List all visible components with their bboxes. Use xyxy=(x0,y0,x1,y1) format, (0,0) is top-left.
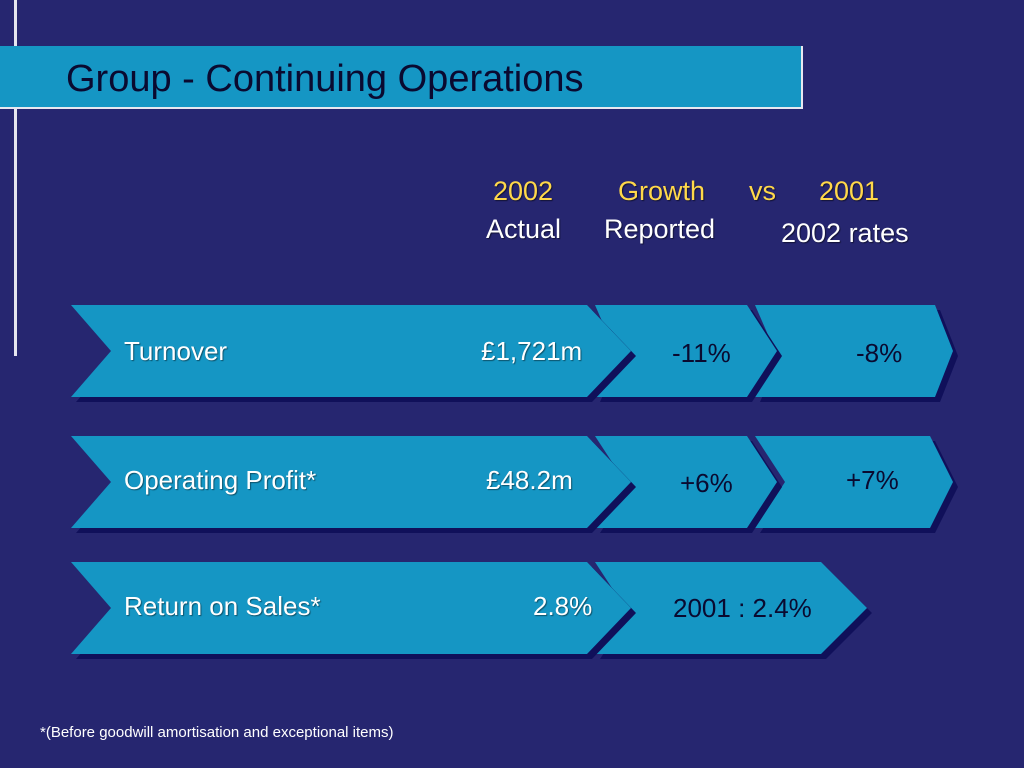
vertical-accent-line xyxy=(14,0,17,356)
header-prior-year: 2001 xyxy=(819,176,880,206)
header-actual-year: 2002 xyxy=(493,176,554,206)
header-reported-label: Reported xyxy=(604,214,716,244)
row-label-operating-profit: Operating Profit* xyxy=(124,465,317,495)
return-on-sales-actual-value: 2.8% xyxy=(533,591,593,621)
header-rates-label: 2002 rates xyxy=(781,218,909,248)
footnote: *(Before goodwill amortisation and excep… xyxy=(40,724,394,741)
turnover-actual-value: £1,721m xyxy=(481,336,583,366)
operating-profit-growth-rates-chevron xyxy=(755,436,953,528)
turnover-growth-rates-value: -8% xyxy=(856,338,903,368)
title-bar xyxy=(0,46,803,109)
operating-profit-main-chevron xyxy=(71,436,631,528)
operating-profit-growth-rates-value: +7% xyxy=(846,465,899,495)
return-on-sales-comparison-chevron xyxy=(595,562,867,654)
return-on-sales-comparison-value: 2001 : 2.4% xyxy=(673,593,812,623)
operating-profit-growth-reported-chevron xyxy=(595,436,777,528)
header-vs-label: vs xyxy=(749,176,776,206)
turnover-growth-reported-chevron xyxy=(595,305,777,397)
operating-profit-growth-reported-value: +6% xyxy=(680,468,733,498)
operating-profit-actual-value: £48.2m xyxy=(486,465,573,495)
turnover-growth-rates-chevron xyxy=(755,305,953,397)
header-growth-label: Growth xyxy=(618,176,706,206)
row-label-turnover: Turnover xyxy=(124,336,228,366)
header-actual-label: Actual xyxy=(486,214,562,244)
turnover-main-chevron xyxy=(71,305,631,397)
return-on-sales-main-chevron xyxy=(71,562,631,654)
row-label-return-on-sales: Return on Sales* xyxy=(124,591,321,621)
slide-title: Group - Continuing Operations xyxy=(66,58,584,100)
turnover-growth-reported-value: -11% xyxy=(672,338,731,368)
